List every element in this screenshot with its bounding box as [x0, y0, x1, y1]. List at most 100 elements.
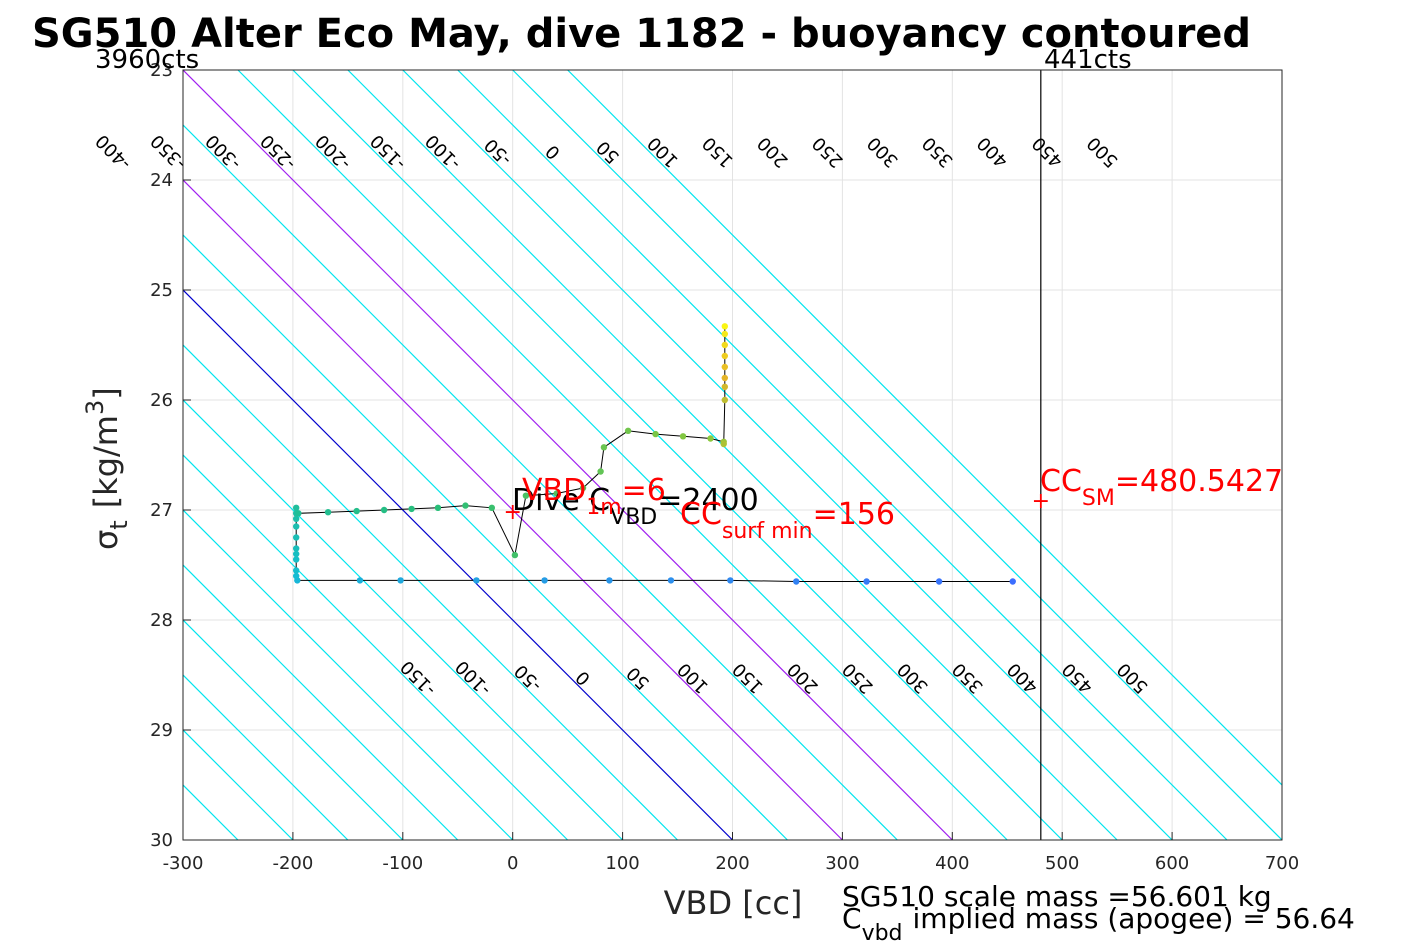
x-axis-ticks: -300 -200 -100 0 100 200 300 400 500 600 700	[163, 832, 1299, 874]
x-axis-label: VBD [cc]	[664, 884, 803, 922]
series-point	[408, 505, 415, 513]
series-point	[579, 484, 587, 492]
series-point	[353, 507, 360, 515]
series-point	[597, 468, 604, 475]
series-point	[935, 578, 943, 585]
x-tick-label: 700	[1265, 853, 1299, 874]
y-tick-label: 27	[150, 500, 173, 521]
series-point	[721, 323, 729, 330]
series-point	[511, 551, 519, 559]
contour-line	[567, 70, 1282, 786]
series-point	[721, 374, 729, 382]
series-point	[600, 444, 608, 451]
series-point	[720, 440, 727, 448]
contour-line	[512, 70, 1282, 840]
implied-mass-label: Cvbd implied mass (apogee) = 56.64	[842, 902, 1355, 945]
scale-mass-label: SG510 scale mass =56.601 kg	[842, 880, 1272, 913]
right-count-label: 441cts	[1044, 45, 1132, 75]
cc-sm-label: CCSM=480.5427	[1040, 464, 1283, 511]
y-tick-label: 28	[150, 610, 173, 631]
series-point	[292, 523, 300, 530]
series-point	[679, 433, 687, 440]
left-count-label: 3960cts	[95, 45, 199, 75]
series-point	[292, 534, 300, 541]
series-point	[721, 341, 729, 349]
series-point	[473, 577, 480, 584]
contour-line	[457, 70, 1228, 840]
contour-line	[183, 564, 459, 840]
series-point	[863, 578, 870, 585]
x-tick-label: 600	[1155, 853, 1189, 874]
contour-line	[183, 124, 898, 840]
series-point	[652, 430, 659, 438]
contour-line	[183, 70, 953, 840]
series-point	[522, 492, 530, 499]
series-point	[434, 504, 442, 511]
series-point	[488, 504, 496, 511]
series-point	[292, 545, 300, 552]
x-tick-label: -100	[382, 853, 423, 874]
series-point	[541, 577, 548, 584]
dive-series	[292, 323, 1016, 585]
series-point	[292, 567, 300, 574]
x-tick-label: -300	[163, 853, 204, 874]
series-point	[624, 427, 632, 434]
series-point	[721, 330, 729, 338]
series-point	[553, 490, 560, 497]
x-tick-label: 100	[605, 853, 639, 874]
series-point	[1009, 578, 1016, 585]
buoyancy-contours	[183, 70, 1282, 840]
series-point	[292, 556, 300, 563]
y-tick-label: 29	[150, 720, 173, 741]
contour-line	[183, 234, 788, 840]
series-point	[462, 502, 469, 509]
contour-line	[183, 509, 514, 840]
series-point	[324, 509, 332, 516]
series-point	[606, 577, 613, 584]
x-tick-label: -200	[272, 853, 313, 874]
series-point	[295, 510, 302, 517]
series-point	[721, 396, 729, 404]
series-point	[292, 515, 300, 522]
y-axis-ticks: 23 24 25 26 27 28 29 30	[150, 60, 191, 851]
x-tick-label: 500	[1045, 853, 1079, 874]
contour-line	[292, 70, 1063, 840]
series-point	[292, 504, 300, 511]
series-point	[793, 578, 800, 585]
contour-line	[402, 70, 1173, 840]
y-tick-label: 26	[150, 390, 173, 411]
contour-line	[183, 399, 624, 840]
vbd-1m-label: VBD1m=6	[522, 473, 666, 520]
contour-line	[183, 179, 843, 840]
contour-line	[183, 289, 733, 840]
chart-title: SG510 Alter Eco May, dive 1182 - buoyanc…	[32, 11, 1251, 57]
y-tick-label: 30	[150, 830, 173, 851]
contour-line	[347, 70, 1118, 840]
series-point	[727, 577, 734, 584]
contour-line	[237, 70, 1008, 840]
x-tick-label: 400	[935, 853, 969, 874]
red-plus-marker: +	[503, 500, 521, 525]
series-point	[397, 577, 404, 584]
series-point	[356, 577, 364, 584]
contour-line	[183, 674, 349, 840]
dive-c-vbd-label: Dive CVBD=2400	[512, 483, 759, 530]
red-plus-marker: +	[1032, 489, 1050, 514]
red-markers: + +	[503, 489, 1050, 525]
series-point	[380, 506, 388, 514]
y-tick-label: 23	[150, 60, 173, 81]
y-tick-label: 25	[150, 280, 173, 301]
series-point	[292, 550, 300, 558]
series-point	[707, 435, 714, 442]
contour-label: -400	[92, 130, 136, 174]
contour-line	[183, 344, 678, 840]
contour-line	[183, 619, 404, 840]
y-axis-label: σt[kg/m3]	[81, 387, 133, 550]
series-point	[721, 352, 729, 360]
cc-surf-min-label: CCsurf min=156	[680, 497, 895, 544]
x-tick-label: 200	[715, 853, 749, 874]
series-point	[721, 363, 729, 371]
series-point	[292, 572, 300, 580]
x-tick-label: 300	[825, 853, 859, 874]
